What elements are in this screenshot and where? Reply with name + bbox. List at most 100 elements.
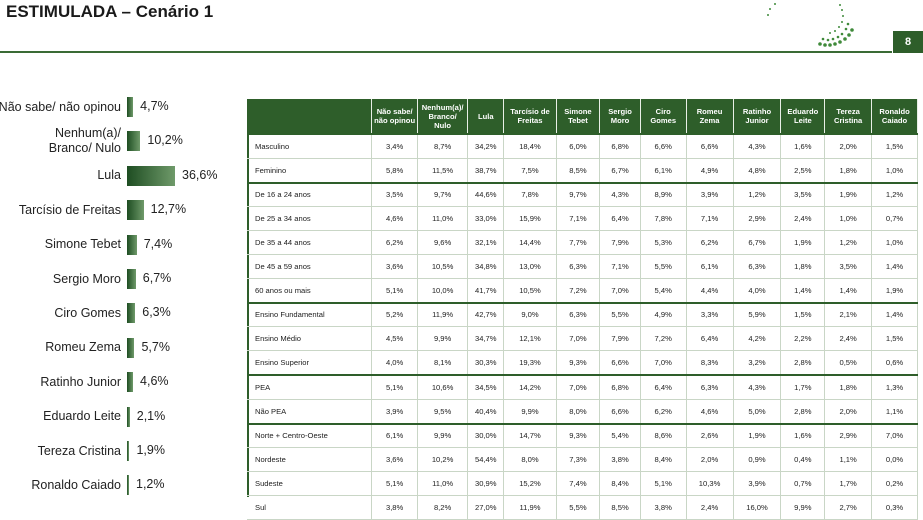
table-cell: 5,5% — [556, 495, 601, 520]
bar-value-label: 1,2% — [136, 477, 165, 492]
table-cell: 10,3% — [686, 471, 734, 496]
bar — [127, 234, 137, 255]
bar-value-label: 4,6% — [140, 374, 169, 389]
table-cell: 10,5% — [503, 278, 557, 304]
bar-category-label: Lula — [97, 168, 121, 183]
table-cell: 9,9% — [780, 495, 826, 520]
table-cell: 7,0% — [556, 326, 601, 352]
row-label: De 25 a 34 anos — [247, 206, 373, 232]
bar-category-label: Tarcísio de Freitas — [18, 202, 121, 217]
table-cell: 6,4% — [640, 373, 687, 400]
table-cell: 4,0% — [371, 350, 419, 376]
row-label: Ensino Médio — [247, 326, 373, 352]
table-cell: 2,9% — [733, 206, 782, 232]
table-cell: 2,9% — [824, 422, 873, 449]
table-cell: 6,4% — [686, 326, 734, 352]
table-cell: 2,4% — [824, 326, 873, 352]
table-cell: 2,8% — [780, 350, 826, 376]
table-cell: 7,1% — [556, 206, 601, 232]
bar-category-label: Romeu Zema — [45, 340, 121, 355]
table-cell: 9,7% — [417, 181, 469, 208]
row-label: Feminino — [247, 158, 373, 184]
table-cell: 7,4% — [556, 471, 601, 496]
table-cell: 34,8% — [467, 254, 505, 279]
table-cell: 1,7% — [780, 373, 826, 400]
bar — [127, 200, 144, 221]
table-cell: 9,9% — [503, 399, 557, 425]
header-corner — [247, 99, 373, 134]
table-cell: 5,5% — [640, 254, 687, 279]
table-cell: 0,0% — [871, 447, 918, 473]
bar-category-label: Nenhum(a)/ Branco/ Nulo — [48, 126, 121, 156]
row-label: 60 anos ou mais — [247, 278, 373, 304]
table-cell: 6,8% — [599, 132, 641, 159]
table-row: De 25 a 34 anos 4,6% 11,0% 33,0% 15,9% 7,1% 6,… — [247, 206, 918, 232]
table-cell: 1,8% — [824, 373, 873, 400]
table-cell: 7,5% — [503, 158, 557, 184]
column-header: Tereza Cristina — [824, 99, 873, 134]
table-cell: 6,3% — [686, 373, 734, 400]
bar — [127, 372, 134, 393]
table-cell: 15,2% — [503, 471, 557, 496]
table-cell: 40,4% — [467, 399, 505, 425]
table-cell: 3,2% — [733, 350, 782, 376]
table-cell: 2,5% — [780, 158, 826, 184]
table-cell: 7,9% — [599, 326, 641, 352]
table-cell: 4,2% — [733, 326, 782, 352]
table-cell: 5,8% — [371, 158, 419, 184]
table-cell: 6,8% — [599, 373, 641, 400]
table-cell: 7,7% — [556, 230, 601, 255]
table-cell: 4,0% — [733, 278, 782, 304]
table-cell: 4,3% — [733, 132, 782, 159]
table-cell: 2,7% — [824, 495, 873, 520]
table-cell: 6,7% — [733, 230, 782, 255]
row-label: Nordeste — [247, 447, 373, 473]
table-cell: 4,3% — [733, 373, 782, 400]
table-cell: 15,9% — [503, 206, 557, 232]
table-cell: 0,7% — [780, 471, 826, 496]
table-cell: 5,1% — [371, 373, 419, 400]
table-cell: 1,9% — [824, 181, 873, 208]
table-cell: 1,2% — [871, 181, 918, 208]
table-cell: 34,5% — [467, 373, 505, 400]
bar — [127, 441, 130, 461]
row-label: PEA — [247, 373, 373, 400]
table-cell: 30,9% — [467, 471, 505, 496]
table-cell: 1,0% — [871, 230, 918, 255]
table-cell: 6,1% — [640, 158, 687, 184]
table-row: Feminino 5,8% 11,5% 38,7% 7,5% 8,5% 6,7% 6,1% 4,… — [247, 158, 918, 184]
bar — [127, 165, 175, 186]
table-cell: 27,0% — [467, 495, 505, 520]
bar-category-label: Sergio Moro — [52, 271, 121, 286]
table-cell: 3,5% — [780, 181, 826, 208]
crosstab-table-wrapper: Não sabe/ não opinou Nenhum(a)/ Branco/ N… — [247, 99, 918, 520]
table-cell: 4,9% — [686, 158, 734, 184]
bar-category-label: Ratinho Junior — [40, 374, 121, 389]
table-cell: 5,9% — [733, 301, 782, 328]
table-cell: 3,5% — [371, 181, 419, 208]
table-cell: 3,6% — [371, 254, 419, 279]
bar-value-label: 10,2% — [147, 133, 183, 148]
table-cell: 2,0% — [824, 132, 873, 159]
table-cell: 6,6% — [686, 132, 734, 159]
table-cell: 6,2% — [640, 399, 687, 425]
bar-category-label: Eduardo Leite — [43, 409, 121, 424]
table-cell: 41,7% — [467, 278, 505, 304]
table-cell: 0,9% — [733, 447, 782, 473]
table-cell: 1,9% — [733, 422, 782, 449]
column-header: Eduardo Leite — [780, 99, 826, 134]
table-cell: 2,2% — [780, 326, 826, 352]
bar — [127, 406, 130, 427]
table-cell: 12,1% — [503, 326, 557, 352]
table-cell: 7,9% — [599, 230, 641, 255]
bar — [127, 269, 136, 289]
row-label: Ensino Fundamental — [247, 301, 373, 328]
table-cell: 42,7% — [467, 301, 505, 328]
table-cell: 3,6% — [371, 447, 419, 473]
table-cell: 1,7% — [824, 471, 873, 496]
table-cell: 8,4% — [640, 447, 687, 473]
table-cell: 4,6% — [686, 399, 734, 425]
table-cell: 5,1% — [640, 471, 687, 496]
table-cell: 5,0% — [733, 399, 782, 425]
table-cell: 7,2% — [640, 326, 687, 352]
